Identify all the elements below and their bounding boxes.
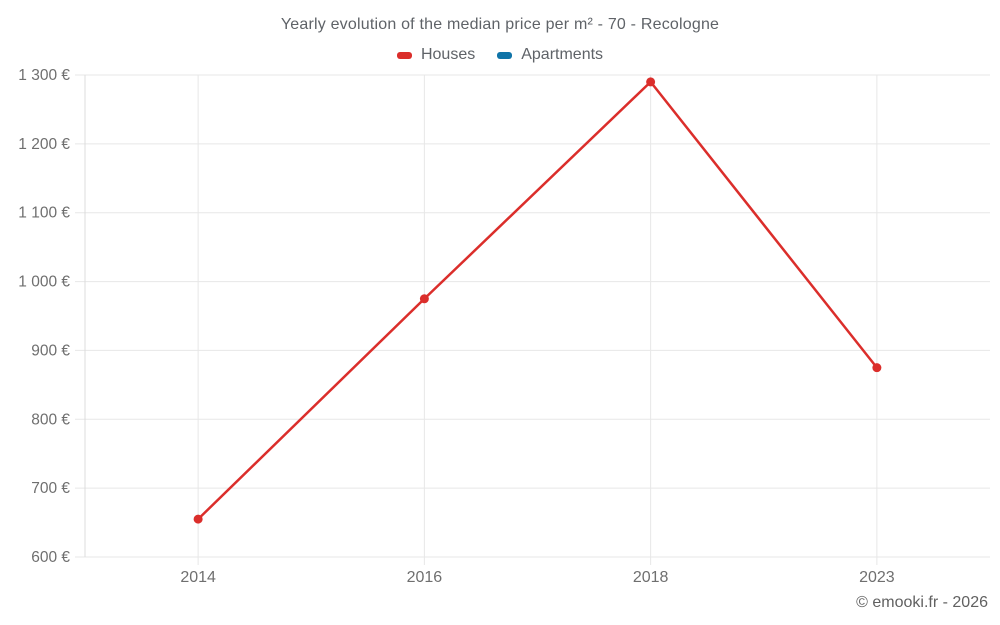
data-point-houses-2014[interactable]	[193, 514, 203, 524]
legend-item-apartments[interactable]: Apartments	[497, 46, 603, 64]
legend-item-label: Apartments	[521, 46, 604, 63]
x-axis-tick-label: 2014	[180, 569, 216, 586]
attribution-text: © emooki.fr - 2026	[856, 594, 988, 611]
y-axis-tick-label: 1 200 €	[18, 136, 70, 153]
data-point-houses-2016[interactable]	[419, 294, 429, 304]
y-axis-tick-label: 800 €	[31, 411, 70, 428]
data-point-houses-2023[interactable]	[872, 363, 882, 373]
apartments-series-swatch-icon	[497, 51, 513, 59]
x-axis-tick-label: 2018	[633, 569, 669, 586]
y-axis-tick-label: 700 €	[31, 480, 70, 497]
chart-legend: Houses Apartments	[0, 46, 1000, 64]
legend-item-label: Houses	[420, 46, 476, 63]
houses-series-swatch-icon	[396, 51, 412, 59]
y-axis-tick-label: 600 €	[31, 549, 70, 566]
series-line-houses	[196, 80, 879, 521]
y-axis-tick-label: 1 000 €	[18, 274, 70, 291]
y-axis-tick-label: 1 300 €	[18, 67, 70, 84]
y-axis-tick-label: 900 €	[31, 342, 70, 359]
x-axis-tick-label: 2023	[859, 569, 895, 586]
x-axis-tick-label: 2016	[407, 569, 443, 586]
legend-item-houses[interactable]: Houses	[396, 46, 476, 64]
page-title: Yearly evolution of the median price per…	[280, 16, 720, 33]
data-point-houses-2018[interactable]	[646, 77, 656, 87]
y-axis-tick-label: 1 100 €	[18, 205, 70, 222]
